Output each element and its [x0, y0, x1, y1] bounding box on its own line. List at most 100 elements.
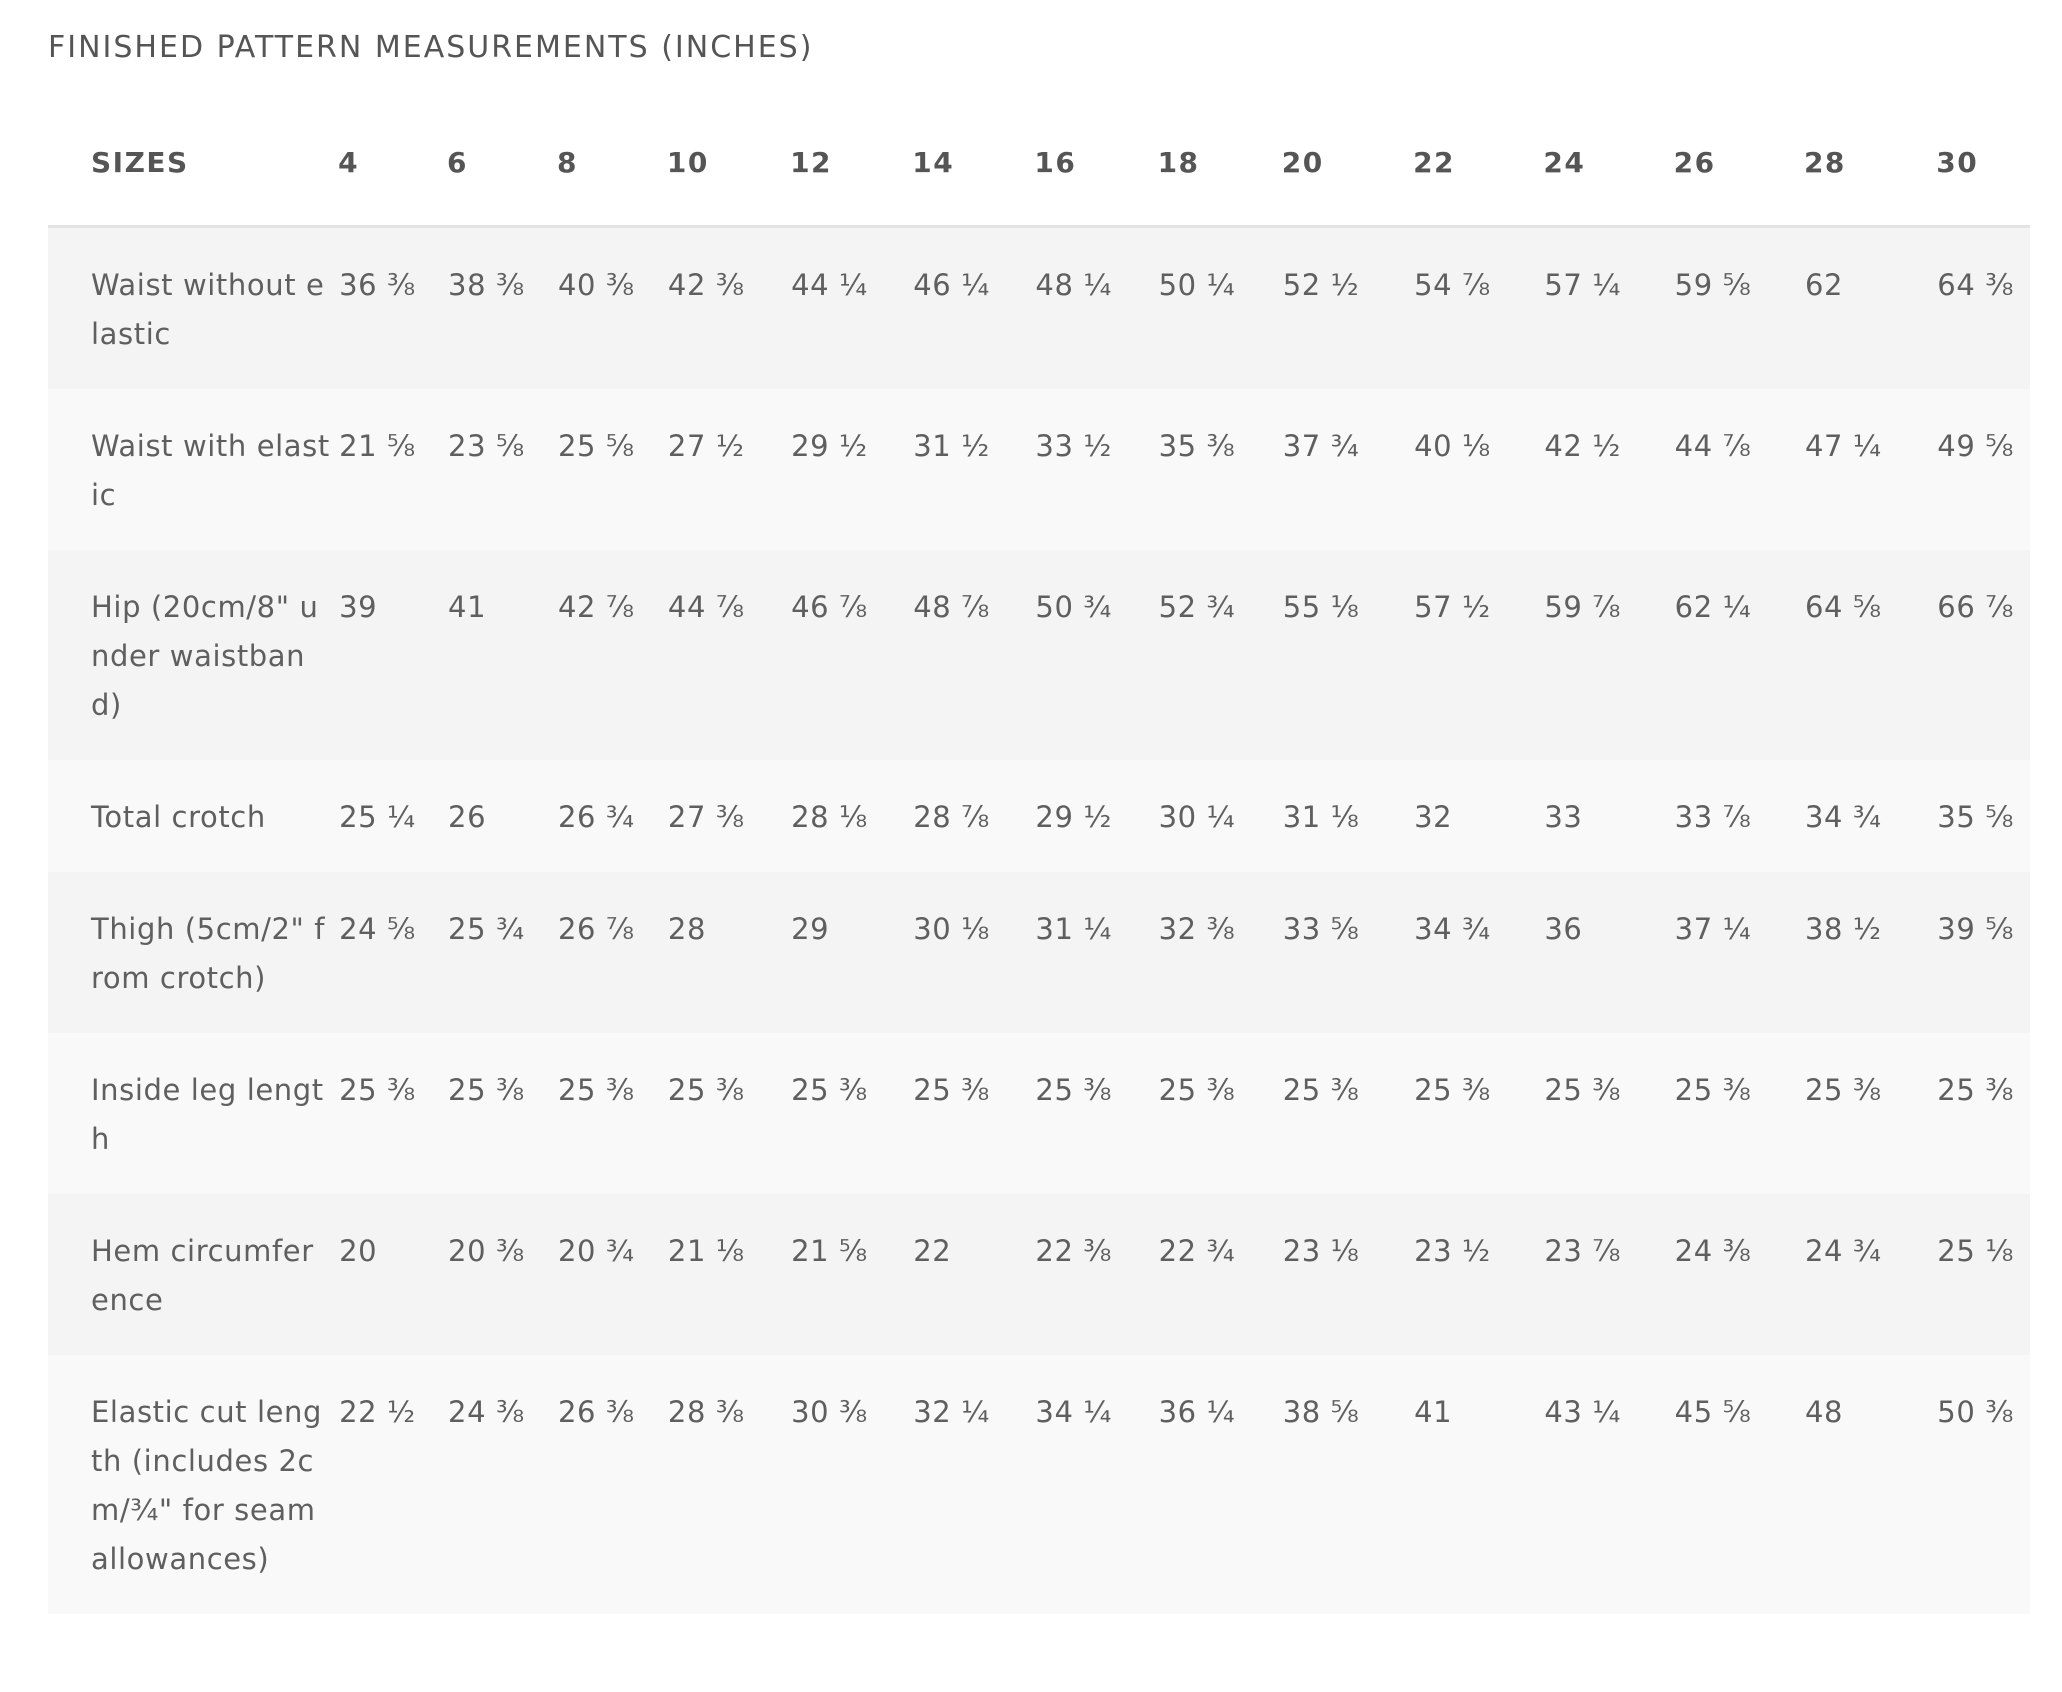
- header-row: SIZES 4 6 8 10 12 14 16 18 20 22 24 26 28 30: [48, 100, 2030, 228]
- measurement-cell: 59 ⅝: [1673, 226, 1804, 389]
- measurement-cell: 48 ⅞: [912, 550, 1035, 760]
- measurement-cell: 52 ¾: [1157, 550, 1282, 760]
- measurement-cell: 29 ½: [790, 389, 913, 550]
- measurement-cell: 30 ⅛: [912, 872, 1035, 1033]
- row-label: Thigh (5cm/2" from crotch): [48, 872, 339, 1033]
- measurement-cell: 24 ⅜: [447, 1355, 557, 1614]
- measurement-cell: 29 ½: [1034, 760, 1158, 872]
- measurement-cell: 20 ⅜: [447, 1194, 557, 1355]
- measurement-cell: 25 ⅜: [1157, 1033, 1282, 1194]
- measurement-cell: 23 ⅝: [447, 389, 557, 550]
- row-label: Total crotch: [48, 760, 339, 872]
- measurement-cell: 34 ¾: [1803, 760, 1937, 872]
- measurement-cell: 29: [790, 872, 913, 1033]
- measurement-cell: 54 ⅞: [1413, 226, 1544, 389]
- measurement-cell: 36 ⅜: [338, 226, 448, 389]
- size-header: 12: [790, 100, 913, 228]
- measurement-cell: 24 ¾: [1803, 1194, 1937, 1355]
- measurement-cell: 22 ⅜: [1034, 1194, 1158, 1355]
- sizes-header: SIZES: [48, 100, 339, 228]
- measurement-cell: 31 ½: [912, 389, 1035, 550]
- measurement-cell: 37 ¾: [1281, 389, 1414, 550]
- row-label: Elastic cut length (includes 2cm/¾" for …: [48, 1355, 339, 1614]
- measurement-cell: 38 ½: [1803, 872, 1937, 1033]
- measurement-cell: 47 ¼: [1803, 389, 1937, 550]
- measurement-cell: 32 ⅜: [1157, 872, 1282, 1033]
- measurement-cell: 46 ¼: [912, 226, 1035, 389]
- size-header: 6: [447, 100, 557, 228]
- measurement-cell: 39 ⅝: [1936, 872, 2030, 1033]
- measurement-cell: 26 ¾: [556, 760, 667, 872]
- measurement-cell: 37 ¼: [1673, 872, 1804, 1033]
- measurement-cell: 28: [666, 872, 791, 1033]
- table-row: Waist with elastic 21 ⅝ 23 ⅝ 25 ⅝ 27 ½ 29 ½ 31…: [48, 389, 2030, 550]
- measurement-cell: 25 ⅜: [790, 1033, 913, 1194]
- measurement-cell: 25 ⅜: [666, 1033, 791, 1194]
- measurement-cell: 40 ⅛: [1413, 389, 1544, 550]
- measurement-cell: 21 ⅛: [666, 1194, 791, 1355]
- measurement-cell: 44 ¼: [790, 226, 913, 389]
- measurement-cell: 50 ⅜: [1936, 1355, 2030, 1614]
- measurement-cell: 22 ½: [338, 1355, 448, 1614]
- table-row: Thigh (5cm/2" from crotch) 24 ⅝ 25 ¾ 26 ⅞ 28…: [48, 872, 2030, 1033]
- measurement-cell: 62: [1803, 226, 1937, 389]
- measurement-cell: 33 ⅞: [1673, 760, 1804, 872]
- measurement-cell: 20: [338, 1194, 448, 1355]
- measurement-cell: 36 ¼: [1157, 1355, 1282, 1614]
- measurement-cell: 28 ⅞: [912, 760, 1035, 872]
- page-title: FINISHED PATTERN MEASUREMENTS (INCHES): [48, 30, 814, 65]
- measurement-cell: 43 ¼: [1543, 1355, 1674, 1614]
- measurement-cell: 66 ⅞: [1936, 550, 2030, 760]
- row-label: Hip (20cm/8" under waistband): [48, 550, 339, 760]
- measurement-cell: 42 ⅞: [556, 550, 667, 760]
- measurement-cell: 59 ⅞: [1543, 550, 1674, 760]
- size-header: 24: [1543, 100, 1674, 228]
- measurement-cell: 34 ¼: [1034, 1355, 1158, 1614]
- measurement-cell: 42 ⅜: [666, 226, 791, 389]
- table-row: Elastic cut length (includes 2cm/¾" for …: [48, 1355, 2030, 1614]
- table-row: Waist without elastic 36 ⅜ 38 ⅜ 40 ⅜ 42 ⅜ 44 …: [48, 226, 2030, 389]
- size-header: 20: [1281, 100, 1414, 228]
- measurement-cell: 25 ⅜: [338, 1033, 448, 1194]
- measurement-cell: 26 ⅜: [556, 1355, 667, 1614]
- size-header: 16: [1034, 100, 1158, 228]
- measurement-cell: 23 ⅛: [1281, 1194, 1414, 1355]
- measurement-cell: 25 ⅜: [1936, 1033, 2030, 1194]
- measurement-cell: 25 ⅜: [1673, 1033, 1804, 1194]
- measurement-cell: 52 ½: [1281, 226, 1414, 389]
- measurement-cell: 25 ⅝: [556, 389, 667, 550]
- row-label: Inside leg length: [48, 1033, 339, 1194]
- measurement-cell: 25 ⅜: [1543, 1033, 1674, 1194]
- measurement-cell: 38 ⅝: [1281, 1355, 1414, 1614]
- measurement-cell: 57 ½: [1413, 550, 1544, 760]
- measurement-cell: 25 ⅜: [1034, 1033, 1158, 1194]
- measurement-cell: 25 ⅜: [1413, 1033, 1544, 1194]
- measurement-cell: 36: [1543, 872, 1674, 1033]
- table-row: Hip (20cm/8" under waistband) 39 41 42 ⅞ 44 …: [48, 550, 2030, 760]
- measurement-cell: 40 ⅜: [556, 226, 667, 389]
- measurement-cell: 26 ⅞: [556, 872, 667, 1033]
- measurement-cell: 21 ⅝: [790, 1194, 913, 1355]
- table-row: Total crotch 25 ¼ 26 26 ¾ 27 ⅜ 28 ⅛ 28 ⅞ 29 ½ 30…: [48, 760, 2030, 872]
- measurement-cell: 55 ⅛: [1281, 550, 1414, 760]
- row-label: Hem circumference: [48, 1194, 339, 1355]
- measurement-cell: 23 ⅞: [1543, 1194, 1674, 1355]
- measurement-cell: 25 ⅜: [912, 1033, 1035, 1194]
- measurement-cell: 28 ⅛: [790, 760, 913, 872]
- size-header: 30: [1936, 100, 2030, 228]
- measurement-cell: 22: [912, 1194, 1035, 1355]
- measurement-cell: 23 ½: [1413, 1194, 1544, 1355]
- measurement-cell: 25 ⅛: [1936, 1194, 2030, 1355]
- measurement-cell: 50 ¼: [1157, 226, 1282, 389]
- measurements-table: SIZES 4 6 8 10 12 14 16 18 20 22 24 26 28 30 Waist wi…: [48, 100, 2030, 1614]
- measurement-cell: 30 ⅜: [790, 1355, 913, 1614]
- measurement-cell: 42 ½: [1543, 389, 1674, 550]
- measurement-cell: 64 ⅝: [1803, 550, 1937, 760]
- row-label: Waist with elastic: [48, 389, 339, 550]
- measurement-cell: 27 ⅜: [666, 760, 791, 872]
- measurement-cell: 62 ¼: [1673, 550, 1804, 760]
- measurement-cell: 33: [1543, 760, 1674, 872]
- size-header: 8: [556, 100, 667, 228]
- measurement-cell: 64 ⅜: [1936, 226, 2030, 389]
- measurement-cell: 21 ⅝: [338, 389, 448, 550]
